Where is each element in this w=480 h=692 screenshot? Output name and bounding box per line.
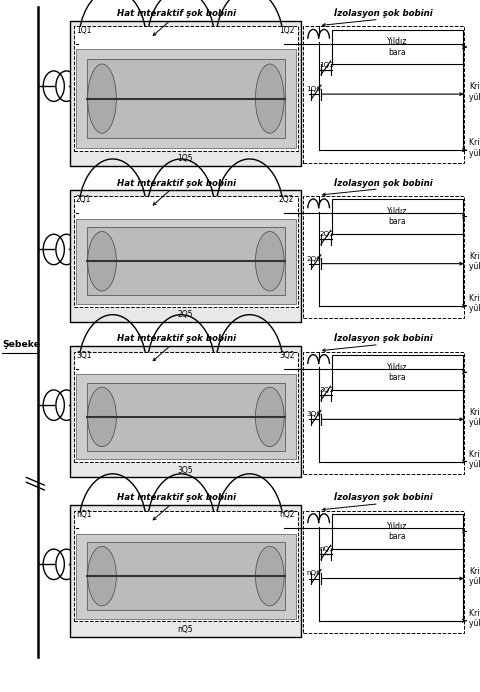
Ellipse shape: [255, 387, 284, 447]
Text: Kritik olmayan
yük 1: Kritik olmayan yük 1: [468, 138, 480, 158]
Bar: [70, 190, 300, 322]
Bar: [86, 383, 285, 451]
Bar: [75, 534, 296, 619]
Text: 3Q3: 3Q3: [319, 387, 334, 393]
Text: Kritik olmayan
yük 3: Kritik olmayan yük 3: [468, 450, 480, 469]
Text: Yıldız
bara: Yıldız bara: [386, 207, 407, 226]
Text: İzolasyon şok bobini: İzolasyon şok bobini: [334, 493, 432, 502]
Text: İzolasyon şok bobini: İzolasyon şok bobini: [334, 334, 432, 343]
Text: İzolasyon şok bobini: İzolasyon şok bobini: [334, 8, 432, 18]
Bar: [70, 21, 300, 166]
Text: 3Q6: 3Q6: [306, 411, 321, 417]
Text: Kritik
yük 2: Kritik yük 2: [468, 252, 480, 271]
Text: Yıldız
bara: Yıldız bara: [386, 37, 407, 57]
Text: Yıldız
bara: Yıldız bara: [386, 363, 407, 382]
Text: Hat interaktif şok bobini: Hat interaktif şok bobini: [117, 9, 235, 18]
Text: nQ5: nQ5: [177, 625, 192, 634]
Text: Hat interaktif şok bobini: Hat interaktif şok bobini: [117, 179, 235, 188]
Bar: [70, 505, 300, 637]
Ellipse shape: [87, 64, 116, 134]
Text: nQ3: nQ3: [319, 546, 334, 552]
Text: 3Q5: 3Q5: [177, 466, 192, 475]
Ellipse shape: [255, 546, 284, 606]
Ellipse shape: [87, 546, 116, 606]
Text: 3Q2: 3Q2: [278, 351, 294, 360]
Text: 1Q3: 1Q3: [319, 62, 334, 68]
Ellipse shape: [87, 387, 116, 447]
Text: Kritik
yük 1: Kritik yük 1: [468, 82, 480, 102]
Text: 1Q2: 1Q2: [278, 26, 294, 35]
Bar: [75, 374, 296, 459]
Bar: [86, 59, 285, 138]
Bar: [73, 511, 298, 621]
Text: nQ1: nQ1: [76, 510, 91, 519]
Text: Hat interaktif şok bobini: Hat interaktif şok bobini: [117, 493, 235, 502]
Text: İzolasyon şok bobini: İzolasyon şok bobini: [334, 178, 432, 188]
Bar: [73, 196, 298, 307]
Text: 2Q2: 2Q2: [278, 195, 294, 204]
Bar: [331, 30, 462, 64]
Text: Yıldız
bara: Yıldız bara: [386, 522, 407, 541]
Bar: [75, 49, 296, 148]
Bar: [75, 219, 296, 304]
Ellipse shape: [255, 231, 284, 291]
Text: Kritik olmayan
yük n: Kritik olmayan yük n: [468, 609, 480, 628]
Text: 1Q5: 1Q5: [177, 154, 192, 163]
Bar: [70, 346, 300, 477]
Bar: [331, 514, 462, 549]
Bar: [302, 352, 463, 474]
Text: 1Q1: 1Q1: [76, 26, 91, 35]
Bar: [302, 26, 463, 163]
Text: nQ2: nQ2: [278, 510, 294, 519]
Ellipse shape: [255, 64, 284, 134]
Text: 3Q1: 3Q1: [76, 351, 91, 360]
Bar: [302, 511, 463, 633]
Ellipse shape: [87, 231, 116, 291]
Text: 2Q5: 2Q5: [177, 310, 192, 319]
Bar: [302, 196, 463, 318]
Bar: [73, 26, 298, 151]
Bar: [331, 199, 462, 234]
Text: Kritik
yük n: Kritik yük n: [468, 567, 480, 586]
Text: 1Q6: 1Q6: [306, 86, 321, 92]
Bar: [86, 542, 285, 610]
Text: Kritik
yük 3: Kritik yük 3: [468, 408, 480, 427]
Text: 2Q1: 2Q1: [76, 195, 91, 204]
Bar: [86, 227, 285, 295]
Text: nQ6: nQ6: [306, 570, 321, 576]
Text: Şebeke: Şebeke: [2, 340, 40, 349]
Text: Kritik olmayan
yük 2: Kritik olmayan yük 2: [468, 294, 480, 313]
Text: 2Q6: 2Q6: [306, 255, 321, 262]
Bar: [73, 352, 298, 462]
Bar: [331, 355, 462, 390]
Text: Hat interaktif şok bobini: Hat interaktif şok bobini: [117, 334, 235, 343]
Text: 2Q3: 2Q3: [319, 231, 334, 237]
